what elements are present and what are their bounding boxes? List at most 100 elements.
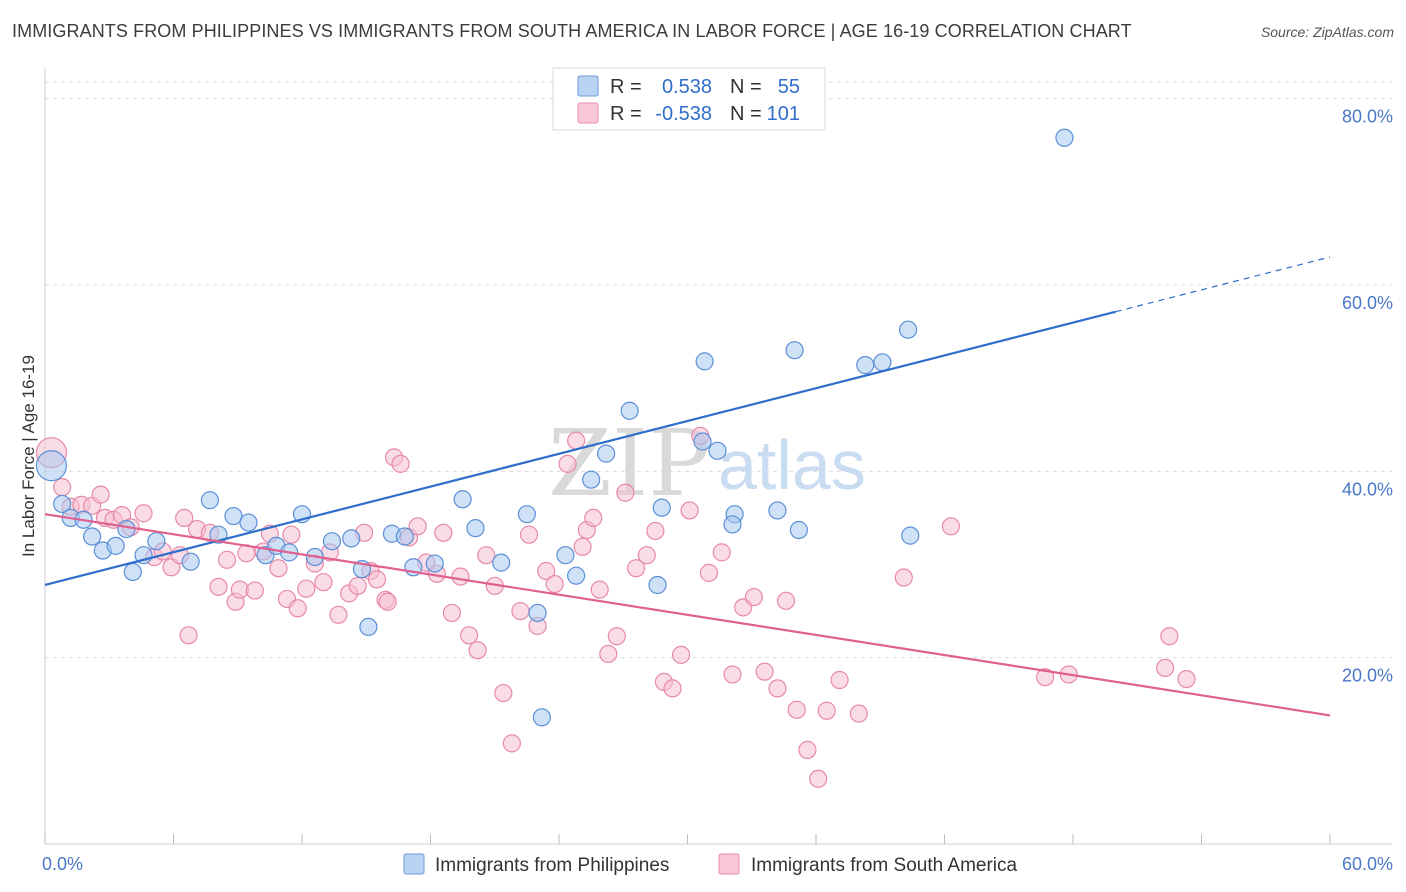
philippines-trend-line-extension [1115, 256, 1331, 313]
south-america-point [53, 478, 72, 497]
south-america-trend-line [44, 513, 1331, 717]
south-america-point [573, 537, 592, 556]
south-america-point [1177, 669, 1196, 689]
south-america-point [502, 734, 521, 753]
philippines-point [901, 526, 920, 545]
south-america-point [245, 581, 264, 600]
south-america-point [451, 567, 470, 586]
philippines-point [322, 532, 342, 551]
south-america-point [179, 626, 198, 645]
philippines-point [83, 527, 102, 546]
south-america-point [217, 550, 237, 569]
philippines-point [466, 519, 485, 538]
philippines-point [532, 708, 551, 727]
south-america-point [894, 568, 913, 587]
south-america-point [545, 574, 564, 594]
philippines-point [492, 553, 511, 572]
philippines-point [123, 562, 142, 582]
south-america-point [314, 573, 333, 592]
bottom-legend-label-south-america: Immigrants from South America [751, 855, 1018, 876]
y-tick-label-40: 40.0% [1342, 479, 1393, 499]
legend: R = 0.538 N = 55 R = -0.538 N = 101 [552, 67, 826, 131]
philippines-point [181, 552, 200, 571]
philippines-point [856, 356, 875, 375]
south-america-point [329, 605, 348, 624]
philippines-point [723, 515, 742, 534]
south-america-point [607, 627, 626, 646]
x-tick-label-max: 60.0% [1342, 854, 1393, 874]
philippines-point [224, 506, 243, 526]
philippines-point [556, 546, 575, 565]
south-america-point [646, 521, 665, 541]
south-america-point [391, 454, 410, 473]
legend-r-label-2: R = [610, 103, 642, 125]
south-america-point [459, 626, 479, 645]
philippines-point [693, 432, 712, 451]
south-america-point [830, 670, 849, 690]
south-america-point [680, 501, 699, 520]
x-tick-marks [44, 834, 1331, 844]
south-america-point [941, 517, 961, 536]
south-america-point [378, 592, 397, 611]
legend-r-value-1: 0.538 [662, 76, 712, 98]
south-america-point [282, 525, 301, 544]
philippines-point [620, 401, 639, 420]
legend-swatch-philippines [577, 75, 599, 97]
south-america-point [537, 561, 556, 581]
south-america-point [175, 508, 194, 528]
philippines-point [147, 532, 166, 551]
legend-n-label-2: N = [730, 103, 762, 125]
south-america-point [817, 701, 836, 720]
south-america-point [1036, 668, 1055, 687]
south-america-point [91, 485, 110, 504]
south-america-point [1160, 627, 1179, 646]
philippines-point [528, 603, 547, 623]
south-america-point [511, 601, 530, 621]
south-america-point [209, 577, 228, 596]
philippines-point [695, 352, 714, 371]
watermark-atlas: atlas [718, 426, 866, 504]
philippines-point [898, 320, 918, 339]
south-america-point [809, 769, 828, 788]
legend-r-value-2: -0.538 [655, 103, 712, 125]
y-tick-labels: 20.0% 40.0% 60.0% 80.0% [1342, 107, 1393, 686]
philippines-point [395, 527, 414, 546]
source-label: Source: ZipAtlas.com [1260, 24, 1394, 40]
philippines-point [789, 520, 808, 540]
south-america-point [442, 603, 462, 623]
y-axis-label: In Labor Force | Age 16-19 [19, 355, 38, 557]
south-america-point [134, 504, 153, 523]
south-america-point [1155, 658, 1175, 678]
philippines-point [53, 494, 72, 514]
south-america-point [755, 662, 774, 681]
south-america-point [699, 563, 719, 582]
y-tick-label-80: 80.0% [1342, 107, 1393, 127]
x-tick-label-min: 0.0% [42, 854, 83, 874]
philippines-point [648, 575, 667, 595]
south-america-point [468, 641, 487, 660]
philippines-point [517, 505, 536, 524]
philippines-point [35, 450, 68, 482]
south-america-point [776, 591, 796, 610]
series-philippines-points [35, 128, 1074, 727]
south-america-point [798, 740, 817, 759]
chart-title: IMMIGRANTS FROM PHILIPPINES VS IMMIGRANT… [12, 21, 1132, 41]
philippines-point [652, 498, 671, 517]
south-america-point [567, 431, 586, 450]
south-america-point [408, 517, 427, 536]
philippines-point [117, 519, 136, 539]
south-america-point [558, 454, 577, 473]
south-america-point [599, 644, 618, 664]
philippines-point [873, 353, 892, 372]
philippines-point [1055, 128, 1074, 147]
south-america-point [671, 645, 691, 664]
y-tick-label-60: 60.0% [1342, 293, 1393, 313]
south-america-point [434, 523, 453, 542]
south-america-point [744, 587, 763, 607]
legend-n-value-1: 55 [778, 76, 800, 98]
south-america-point [637, 546, 656, 565]
philippines-point [582, 470, 601, 489]
philippines-point [200, 491, 220, 510]
south-america-point [712, 543, 731, 562]
philippines-point [785, 341, 804, 360]
